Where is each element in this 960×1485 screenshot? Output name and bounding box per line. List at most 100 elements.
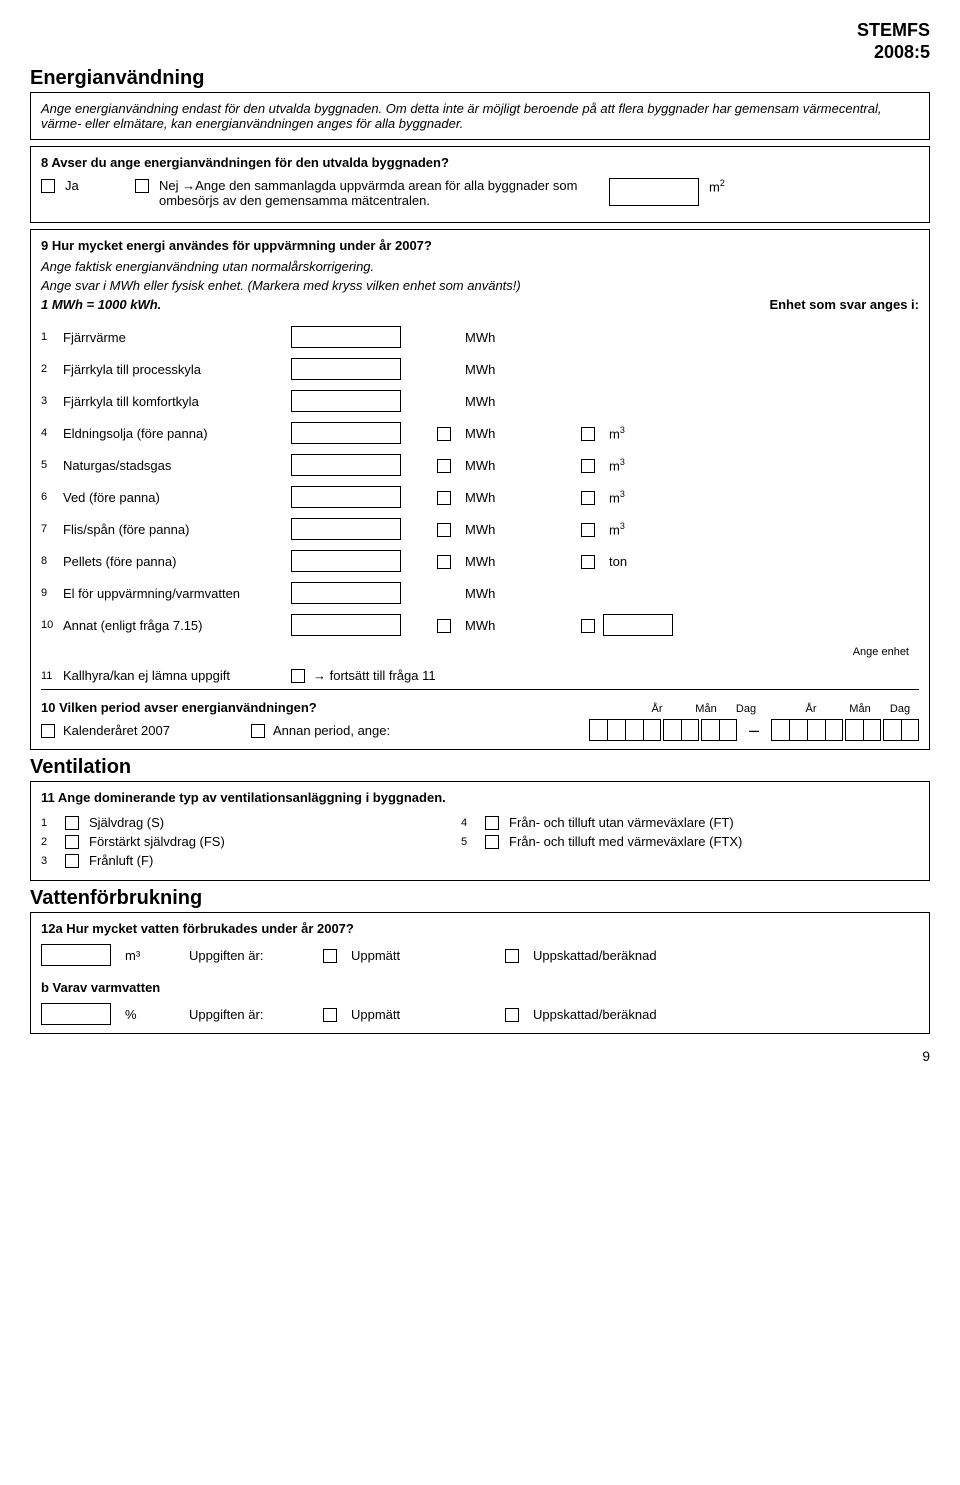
energy-value-input[interactable] — [291, 582, 401, 604]
energy-unit2-checkbox[interactable] — [581, 619, 595, 633]
q8-nej-checkbox[interactable] — [135, 179, 149, 193]
date-from[interactable] — [589, 719, 737, 741]
q12b-uppmatt-checkbox[interactable] — [323, 1008, 337, 1022]
row11-num: 11 — [41, 670, 55, 682]
vent-checkbox[interactable] — [65, 854, 79, 868]
energy-row-label: Eldningsolja (före panna) — [63, 426, 283, 441]
q10-kalender-checkbox[interactable] — [41, 724, 55, 738]
energy-unit1-checkbox[interactable] — [437, 459, 451, 473]
date-hdr-dag1: Dag — [727, 703, 765, 715]
q11-title: 11 Ange dominerande typ av ventilationsa… — [41, 790, 919, 805]
energy-value-input[interactable] — [291, 518, 401, 540]
energy-row-label: Fjärrkyla till processkyla — [63, 362, 283, 377]
energy-row: 1FjärrvärmeMWh — [41, 326, 919, 348]
ange-enhet-label: Ange enhet — [41, 646, 909, 658]
q8-ja-checkbox[interactable] — [41, 179, 55, 193]
q8-m2-unit: m2 — [709, 178, 725, 194]
section-water-title: Vattenförbrukning — [30, 887, 930, 910]
energy-unit1-label: MWh — [465, 458, 525, 473]
water-box: 12a Hur mycket vatten förbrukades under … — [30, 912, 930, 1034]
energy-row-num: 7 — [41, 523, 55, 535]
energy-unit2-input[interactable] — [603, 614, 673, 636]
energy-value-input[interactable] — [291, 422, 401, 444]
q12a-uppskattad-checkbox[interactable] — [505, 949, 519, 963]
energy-unit1-label: MWh — [465, 554, 525, 569]
q12a-uppmatt-checkbox[interactable] — [323, 949, 337, 963]
q8-area-input[interactable] — [609, 178, 699, 206]
energy-value-input[interactable] — [291, 454, 401, 476]
doc-code-2: 2008:5 — [857, 42, 930, 64]
q10-kalender-label: Kalenderåret 2007 — [63, 723, 170, 738]
vent-option: 2 Förstärkt självdrag (FS) — [41, 834, 461, 849]
q9-note-c: 1 MWh = 1000 kWh. — [41, 297, 161, 312]
vent-num: 5 — [461, 836, 475, 848]
energy-value-input[interactable] — [291, 326, 401, 348]
date-hdr-man2: Mån — [841, 703, 879, 715]
energy-unit1-checkbox[interactable] — [437, 555, 451, 569]
q12a-value-input[interactable] — [41, 944, 111, 966]
date-hdr-dag2: Dag — [881, 703, 919, 715]
section-vent-title: Ventilation — [30, 756, 930, 779]
energy-unit1-label: MWh — [465, 362, 525, 377]
energy-unit1-label: MWh — [465, 618, 525, 633]
energy-row: 5Naturgas/stadsgasMWhm3 — [41, 454, 919, 476]
energy-row-label: Ved (före panna) — [63, 490, 283, 505]
energy-unit1-checkbox[interactable] — [437, 619, 451, 633]
energy-row-label: Fjärrkyla till komfortkyla — [63, 394, 283, 409]
q12a-upp-label: Uppgiften är: — [189, 948, 309, 963]
vent-box: 11 Ange dominerande typ av ventilationsa… — [30, 781, 930, 881]
vent-num: 1 — [41, 817, 55, 829]
q12a-unit: m³ — [125, 948, 175, 963]
energy-value-input[interactable] — [291, 614, 401, 636]
energy-unit2-checkbox[interactable] — [581, 427, 595, 441]
energy-value-input[interactable] — [291, 358, 401, 380]
energy-unit2-checkbox[interactable] — [581, 459, 595, 473]
energy-value-input[interactable] — [291, 486, 401, 508]
q12b-unit: % — [125, 1007, 175, 1022]
q8-text: 8 Avser du ange energianvändningen för d… — [41, 155, 919, 170]
energy-unit1-label: MWh — [465, 394, 525, 409]
energy-value-input[interactable] — [291, 550, 401, 572]
vent-option: 5 Från- och tilluft med värmeväxlare (FT… — [461, 834, 742, 849]
energy-unit1-label: MWh — [465, 522, 525, 537]
energy-unit1-checkbox[interactable] — [437, 427, 451, 441]
vent-checkbox[interactable] — [65, 816, 79, 830]
row11-checkbox[interactable] — [291, 669, 305, 683]
q12b-uppskattad-label: Uppskattad/beräknad — [533, 1007, 657, 1022]
q9-box: 9 Hur mycket energi användes för uppvärm… — [30, 229, 930, 750]
doc-code-1: STEMFS — [857, 20, 930, 42]
date-hdr-ar2: År — [783, 703, 839, 715]
vent-label: Förstärkt självdrag (FS) — [89, 834, 225, 849]
energy-row: 4Eldningsolja (före panna)MWhm3 — [41, 422, 919, 444]
q8-box: 8 Avser du ange energianvändningen för d… — [30, 146, 930, 223]
energy-row-num: 5 — [41, 459, 55, 471]
vent-checkbox[interactable] — [65, 835, 79, 849]
vent-checkbox[interactable] — [485, 816, 499, 830]
energy-row: 10Annat (enligt fråga 7.15)MWh — [41, 614, 919, 636]
vent-label: Frånluft (F) — [89, 853, 153, 868]
q12b-uppskattad-checkbox[interactable] — [505, 1008, 519, 1022]
q12b-value-input[interactable] — [41, 1003, 111, 1025]
date-to[interactable] — [771, 719, 919, 741]
energy-row: 6Ved (före panna)MWhm3 — [41, 486, 919, 508]
vent-label: Från- och tilluft med värmeväxlare (FTX) — [509, 834, 742, 849]
energy-unit2-checkbox[interactable] — [581, 523, 595, 537]
vent-checkbox[interactable] — [485, 835, 499, 849]
energy-row: 9El för uppvärmning/varmvattenMWh — [41, 582, 919, 604]
q9-note-d: Enhet som svar anges i: — [769, 297, 919, 312]
energy-unit2-checkbox[interactable] — [581, 491, 595, 505]
vent-num: 3 — [41, 855, 55, 867]
energy-unit2-checkbox[interactable] — [581, 555, 595, 569]
section-energy-title: Energianvändning — [30, 67, 930, 90]
energy-row-num: 10 — [41, 619, 55, 631]
date-hdr-man1: Mån — [687, 703, 725, 715]
energy-unit1-checkbox[interactable] — [437, 523, 451, 537]
q8-nej-label: Nej →Ange den sammanlagda uppvärmda area… — [159, 178, 599, 208]
q10-annan-checkbox[interactable] — [251, 724, 265, 738]
q9-note-b: Ange svar i MWh eller fysisk enhet. (Mar… — [41, 278, 919, 293]
energy-row-label: Pellets (före panna) — [63, 554, 283, 569]
energy-unit1-checkbox[interactable] — [437, 491, 451, 505]
energy-row-num: 4 — [41, 427, 55, 439]
energy-unit1-label: MWh — [465, 490, 525, 505]
energy-value-input[interactable] — [291, 390, 401, 412]
